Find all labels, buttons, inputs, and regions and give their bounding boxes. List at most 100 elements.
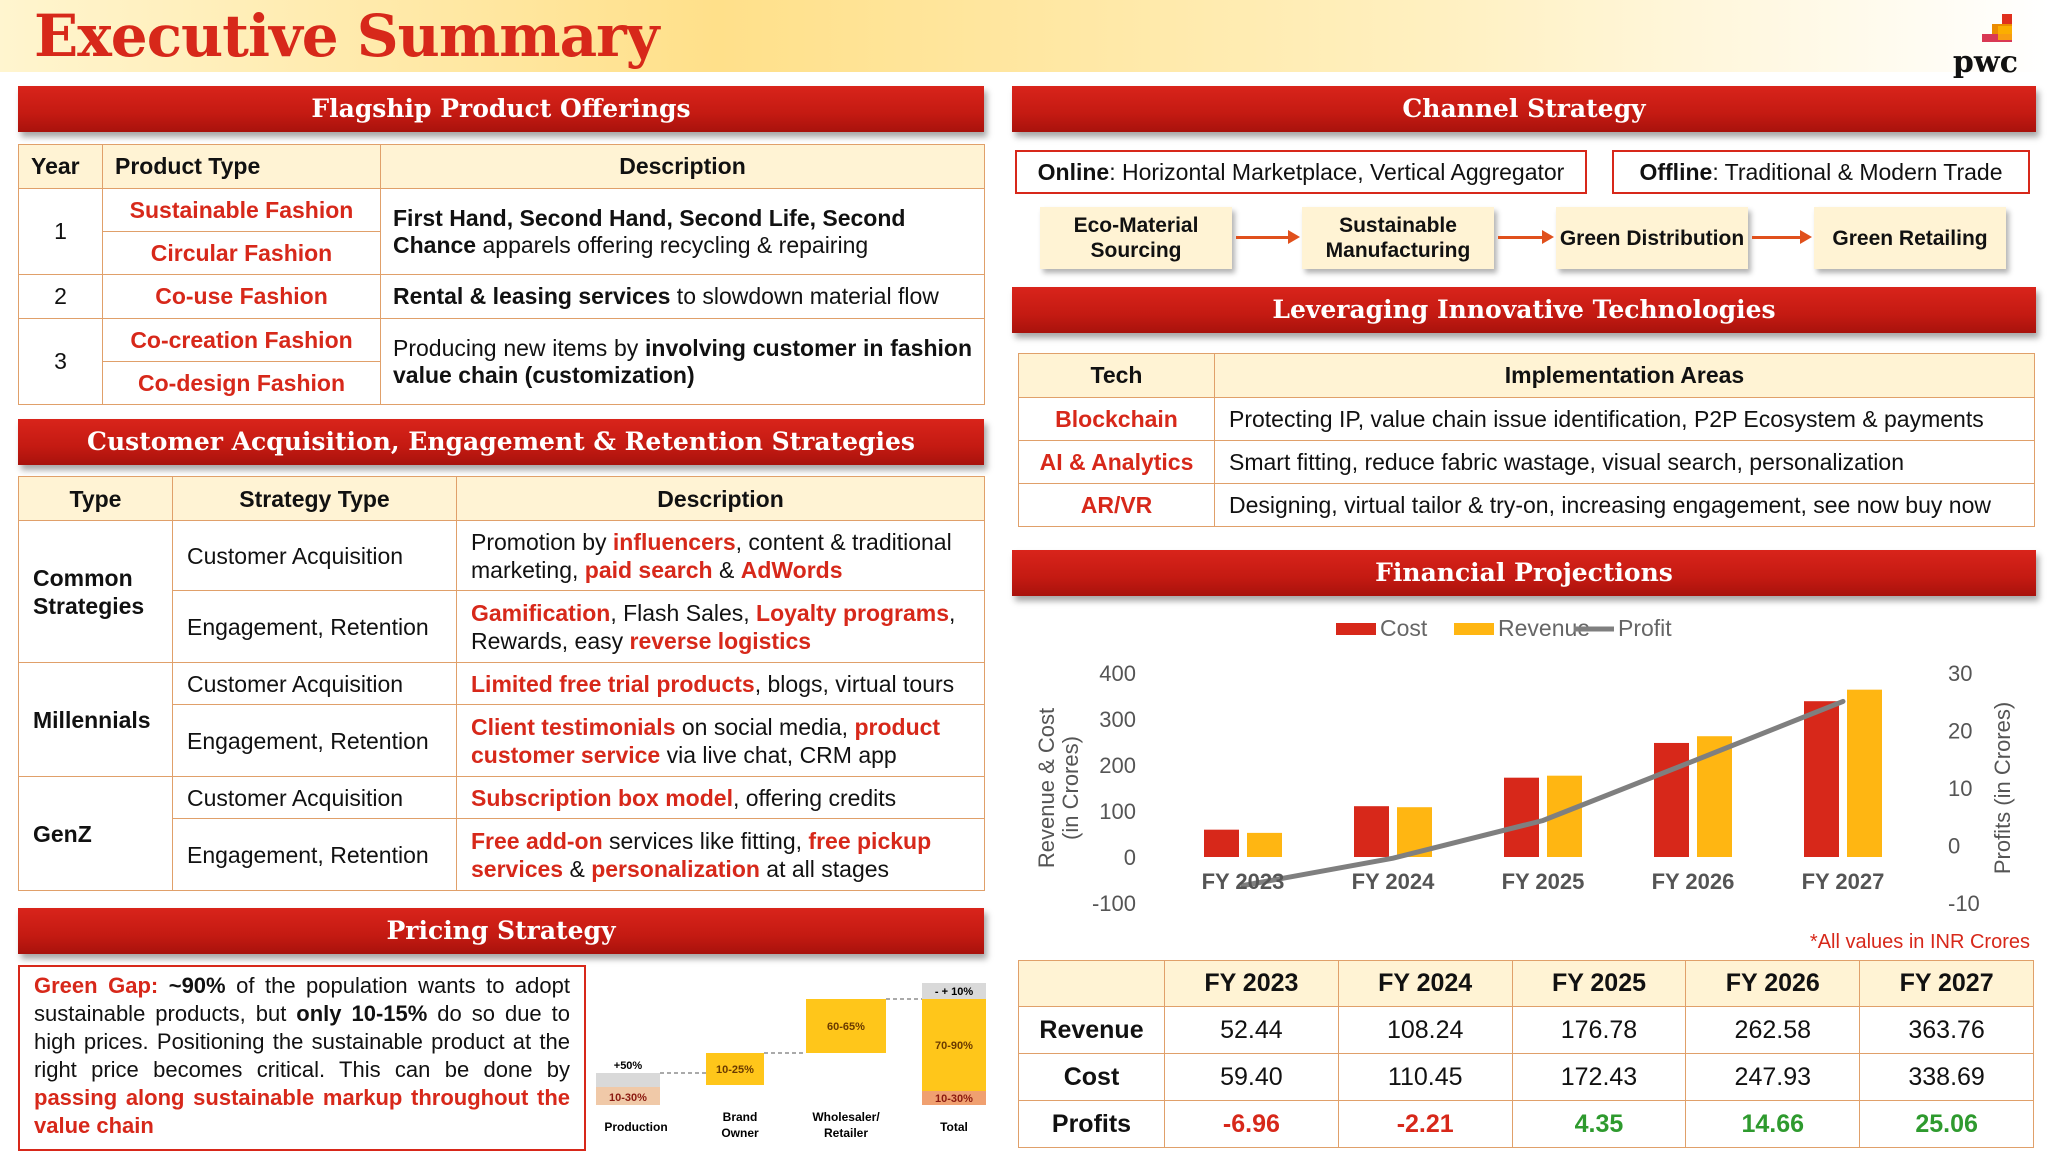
strategy-type: Engagement, Retention bbox=[172, 590, 457, 663]
tech-table: Tech Implementation Areas Blockchain Pro… bbox=[1018, 353, 2035, 527]
fin-value: 52.44 bbox=[1164, 1006, 1339, 1054]
wf-stage-brand-l1: Brand bbox=[723, 1110, 758, 1124]
fin-value: 247.93 bbox=[1685, 1053, 1861, 1101]
strategy-desc: Client testimonials on social media, pro… bbox=[456, 704, 985, 777]
fin-value: 4.35 bbox=[1511, 1100, 1687, 1148]
fin-value: 59.40 bbox=[1164, 1053, 1339, 1101]
bar-cost bbox=[1204, 829, 1239, 857]
y-axis-title-left: Revenue & Cost(in Crores) bbox=[1034, 708, 1083, 868]
offline-channel: Offline: Traditional & Modern Trade bbox=[1612, 150, 2030, 194]
segment-common: Common Strategies bbox=[18, 520, 173, 663]
product-type: Co-design Fashion bbox=[102, 361, 381, 405]
wf-total-top bbox=[922, 983, 986, 999]
product-type: Circular Fashion bbox=[102, 231, 381, 275]
page-title: Executive Summary bbox=[34, 2, 659, 70]
desc-text: , Flash Sales, bbox=[610, 599, 757, 626]
wf-production-base bbox=[596, 1087, 660, 1105]
arrow-icon bbox=[1752, 230, 1812, 244]
wf-label-total-top: - + 10% bbox=[935, 986, 973, 998]
fin-col-header: FY 2025 bbox=[1511, 960, 1687, 1007]
col-type: Type bbox=[18, 476, 173, 521]
year-cell: 3 bbox=[18, 318, 103, 405]
flagship-table: Year Product Type Description 1 Sustaina… bbox=[18, 144, 985, 405]
financial-table: FY 2023 FY 2024 FY 2025 FY 2026 FY 2027 … bbox=[1018, 960, 2034, 1148]
y-tick-right: 10 bbox=[1948, 776, 1972, 801]
y-tick-right: -10 bbox=[1948, 891, 1980, 916]
fin-row-label: Revenue bbox=[1018, 1006, 1165, 1054]
fin-value: 14.66 bbox=[1685, 1100, 1861, 1148]
arrow-icon bbox=[1236, 230, 1300, 244]
desc-text: at all stages bbox=[759, 855, 890, 882]
waterfall-chart: 10-30% +50% 10-25% 60-65% - + 10% 70-90%… bbox=[596, 983, 986, 1140]
product-desc: Rental & leasing services to slowdown ma… bbox=[380, 274, 985, 319]
product-desc: Producing new items by involving custome… bbox=[380, 318, 985, 405]
bar-cost bbox=[1504, 777, 1539, 857]
strategy-type: Customer Acquisition bbox=[172, 520, 457, 591]
financial-chart: Cost Revenue Profit4003002001000-100302010… bbox=[1034, 615, 2015, 916]
desc-text: & bbox=[563, 855, 592, 882]
y-tick-right: 30 bbox=[1948, 661, 1972, 686]
desc-text: , Rewards, easy bbox=[471, 599, 956, 654]
wf-label-wholesale: 60-65% bbox=[827, 1021, 865, 1033]
x-tick: FY 2023 bbox=[1202, 869, 1285, 894]
y-tick-left: 0 bbox=[1124, 845, 1136, 870]
wf-label-total-base: 10-30% bbox=[935, 1093, 973, 1105]
fin-value: 363.76 bbox=[1859, 1006, 2034, 1054]
fin-value: 108.24 bbox=[1337, 1006, 1513, 1054]
flow-retailing: Green Retailing bbox=[1814, 207, 2006, 269]
highlight-text: product customer service bbox=[471, 713, 941, 768]
tech-name: AR/VR bbox=[1018, 483, 1215, 527]
desc-text: , blogs, virtual tours bbox=[754, 670, 955, 697]
highlight-text: paid search bbox=[584, 556, 713, 583]
fin-value: -2.21 bbox=[1337, 1100, 1513, 1148]
desc-text: services like fitting, bbox=[602, 827, 809, 854]
col-strategy-type: Strategy Type bbox=[172, 476, 457, 521]
fin-row-label: Cost bbox=[1018, 1053, 1165, 1101]
product-type: Sustainable Fashion bbox=[102, 188, 381, 232]
col-description: Description bbox=[380, 144, 985, 189]
tech-name: Blockchain bbox=[1018, 397, 1215, 441]
strategy-desc: Gamification, Flash Sales, Loyalty progr… bbox=[456, 590, 985, 663]
y-tick-left: -100 bbox=[1092, 891, 1136, 916]
col-tech: Tech bbox=[1018, 353, 1215, 398]
logo-blocks-icon bbox=[1972, 14, 2020, 52]
wf-label-total-mid: 70-90% bbox=[935, 1040, 973, 1052]
fin-col-header: FY 2024 bbox=[1337, 960, 1513, 1007]
fin-col-header: FY 2023 bbox=[1164, 960, 1339, 1007]
col-areas: Implementation Areas bbox=[1214, 353, 2035, 398]
wf-wholesale bbox=[806, 999, 886, 1053]
fin-corner bbox=[1018, 960, 1165, 1007]
wf-stage-production: Production bbox=[604, 1120, 667, 1134]
year-cell: 2 bbox=[18, 274, 103, 319]
y-tick-left: 400 bbox=[1099, 661, 1136, 686]
fin-value: 25.06 bbox=[1859, 1100, 2034, 1148]
wf-stage-wholesale: Wholesaler/Retailer bbox=[812, 1110, 880, 1140]
y-tick-left: 200 bbox=[1099, 753, 1136, 778]
wf-label-brand: 10-25% bbox=[716, 1064, 754, 1076]
flagship-header: Flagship Product Offerings bbox=[18, 86, 984, 132]
y-tick-left: 100 bbox=[1099, 799, 1136, 824]
pwc-logo: pwc bbox=[1936, 10, 2026, 80]
flow-distribution: Green Distribution bbox=[1556, 207, 1748, 269]
legend-label: Cost bbox=[1380, 615, 1428, 641]
strategy-type: Engagement, Retention bbox=[172, 704, 457, 777]
financial-header: Financial Projections bbox=[1012, 550, 2036, 596]
strategy-desc: Promotion by influencers, content & trad… bbox=[456, 520, 985, 591]
logo-text: pwc bbox=[1952, 45, 2018, 80]
desc-text: Promotion by bbox=[471, 528, 613, 555]
bar-revenue bbox=[1847, 689, 1882, 857]
pricing-text: Green Gap: ~90% of the population wants … bbox=[18, 965, 586, 1151]
wf-brand bbox=[706, 1053, 764, 1085]
strategy-desc: Free add-on services like fitting, free … bbox=[456, 818, 985, 891]
title-band bbox=[0, 0, 2048, 72]
tech-name: AI & Analytics bbox=[1018, 440, 1215, 484]
tech-area: Smart fitting, reduce fabric wastage, vi… bbox=[1214, 440, 2035, 484]
bar-cost bbox=[1354, 806, 1389, 857]
x-tick: FY 2024 bbox=[1352, 869, 1436, 894]
wf-stage-brand: Brand Owner bbox=[721, 1110, 759, 1140]
year-cell: 1 bbox=[18, 188, 103, 275]
tech-header: Leveraging Innovative Technologies bbox=[1012, 287, 2036, 333]
highlight-text: AdWords bbox=[740, 556, 843, 583]
arrow-icon bbox=[1498, 230, 1554, 244]
channel-header: Channel Strategy bbox=[1012, 86, 2036, 132]
